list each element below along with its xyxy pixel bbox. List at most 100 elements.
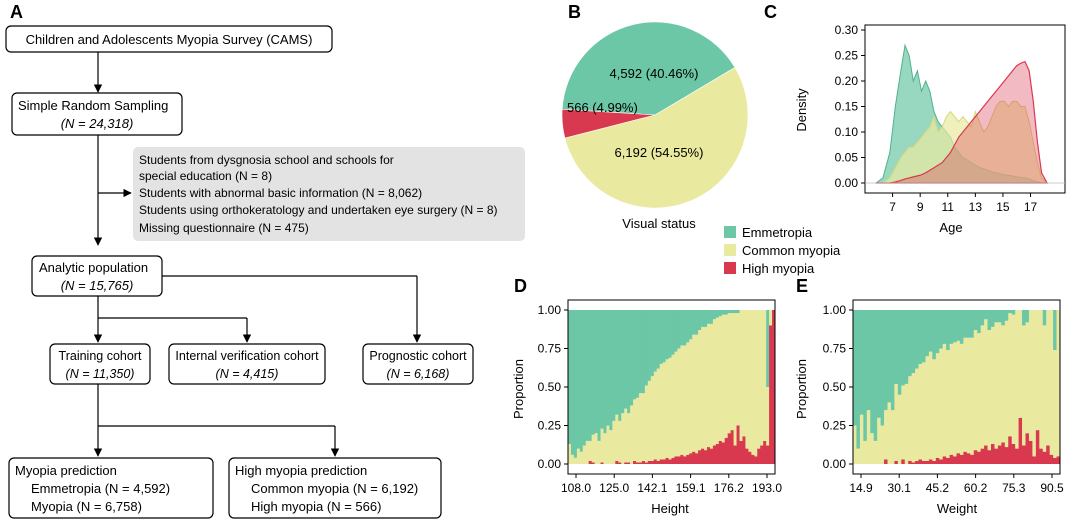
weight-bar-emmetropia: [1053, 310, 1057, 351]
height-bar-common-myopia: [674, 351, 678, 457]
height-bar-high-myopia: [689, 453, 693, 464]
height-bar-emmetropia: [709, 310, 714, 324]
weight-xtick-label: 30.1: [888, 481, 912, 495]
height-bar-emmetropia: [627, 310, 631, 414]
weight-bar-common-myopia: [856, 448, 861, 464]
prognostic-n: (N = 6,168): [387, 367, 450, 381]
weight-bar-emmetropia: [1004, 310, 1009, 321]
density-ytick-label: 0.05: [835, 151, 859, 165]
legend-label-high-myopia: High myopia: [742, 261, 815, 276]
height-bar-common-myopia: [594, 433, 598, 464]
height-bar-high-myopia: [656, 460, 661, 464]
weight-bar-common-myopia: [970, 337, 975, 455]
height-bar-high-myopia: [757, 448, 761, 464]
height-bar-emmetropia: [706, 310, 711, 324]
high-myopia-prediction-title: High myopia prediction: [235, 463, 367, 478]
internal-title: Internal verification cohort: [175, 349, 319, 363]
weight-bar-common-myopia: [946, 350, 950, 458]
height-bar-emmetropia: [636, 310, 640, 398]
exclusion-line-2: special education (N = 8): [139, 169, 272, 183]
height-bar-common-myopia: [683, 345, 687, 457]
height-bar-high-myopia: [718, 440, 723, 464]
exclusion-box: [133, 147, 525, 241]
weight-bar-emmetropia: [863, 310, 868, 441]
weight-bar-common-myopia: [884, 410, 888, 460]
weight-ytick-label: 0.50: [823, 380, 847, 394]
height-ytick-label: 0.25: [538, 419, 562, 433]
density-ylabel: Density: [794, 88, 809, 132]
weight-ytick-label: 1.00: [823, 303, 847, 317]
weight-bar-common-myopia: [973, 330, 978, 451]
height-bar-common-myopia: [745, 310, 749, 449]
height-bar-common-myopia: [647, 380, 652, 461]
weight-bar-high-myopia: [1018, 417, 1023, 464]
height-bar-emmetropia: [721, 310, 726, 315]
weight-bar-high-myopia: [977, 451, 982, 464]
panel-label-d: D: [514, 276, 527, 296]
height-bar-common-myopia: [724, 314, 729, 438]
weight-bar-emmetropia: [901, 310, 906, 386]
weight-bar-high-myopia: [1025, 433, 1030, 464]
height-bar-emmetropia: [692, 310, 696, 335]
survey-box: [5, 25, 333, 53]
weight-bar-common-myopia: [959, 343, 964, 455]
density-chart: 0.000.050.100.150.200.250.30 7 9 11 13 15 17 …: [794, 23, 1066, 235]
height-bar-high-myopia: [683, 456, 687, 464]
height-bar-common-myopia: [718, 316, 723, 441]
density-ytick-label: 0.25: [835, 49, 859, 63]
weight-bar-common-myopia: [1035, 310, 1040, 431]
high-myopia-prediction-line-2: High myopia (N = 566): [251, 499, 381, 514]
weight-bar-emmetropia: [932, 310, 937, 360]
height-bar-emmetropia: [647, 310, 652, 381]
height-bar-high-myopia: [748, 451, 752, 464]
height-bar-high-myopia: [751, 454, 755, 464]
height-bar-high-myopia: [674, 456, 678, 464]
weight-bar-high-myopia: [1053, 457, 1057, 464]
height-bar-common-myopia: [748, 310, 752, 452]
height-bar-high-myopia: [721, 442, 726, 464]
height-bar-common-myopia: [766, 387, 770, 446]
training-n: (N = 11,350): [66, 367, 135, 381]
legend-swatch-emmetropia: [724, 226, 736, 238]
height-bar-high-myopia: [730, 430, 734, 464]
height-bar-emmetropia: [701, 310, 705, 327]
height-bar-high-myopia: [659, 459, 664, 464]
height-bar-high-myopia: [736, 425, 740, 464]
weight-bar-common-myopia: [1056, 310, 1061, 457]
height-bar-common-myopia: [709, 323, 714, 449]
height-bar-emmetropia: [766, 310, 770, 387]
weight-bar-high-myopia: [953, 456, 957, 464]
weight-bar-emmetropia: [890, 310, 895, 411]
weight-bar-emmetropia: [925, 310, 930, 357]
weight-bar-emmetropia: [928, 310, 933, 352]
height-bar-high-myopia: [650, 460, 655, 464]
weight-xtick-label: 14.9: [849, 481, 873, 495]
height-bar-emmetropia: [585, 310, 590, 441]
density-xtick-label: 7: [889, 200, 896, 214]
weight-bar-common-myopia: [928, 351, 933, 460]
pie-xlabel: Visual status: [622, 216, 696, 231]
height-bar-emmetropia: [730, 310, 734, 314]
height-bar-common-myopia: [641, 393, 646, 461]
weight-bar-emmetropia: [959, 310, 964, 344]
height-bar-high-myopia: [769, 325, 773, 464]
weight-bar-high-myopia: [911, 462, 916, 464]
height-bar-high-myopia: [704, 450, 708, 464]
weight-bar-common-myopia: [1049, 310, 1054, 455]
weight-bar-high-myopia: [1022, 445, 1026, 464]
weight-bar-common-myopia: [1015, 310, 1019, 449]
weight-bar-high-myopia: [1008, 436, 1013, 464]
density-ytick-label: 0.20: [835, 74, 859, 88]
height-ytick-label: 0.75: [538, 342, 562, 356]
weight-bar-common-myopia: [908, 376, 913, 461]
legend-label-emmetropia: Emmetropia: [742, 225, 813, 240]
weight-bar-emmetropia: [994, 310, 999, 323]
height-bar-high-myopia: [754, 456, 758, 464]
height-bar-high-myopia: [653, 459, 658, 464]
weight-bar-emmetropia: [949, 310, 954, 344]
height-bar-common-myopia: [706, 323, 711, 448]
height-bar-high-myopia: [665, 457, 669, 464]
panel-label-e: E: [796, 276, 808, 296]
weight-bar-high-myopia: [1046, 445, 1051, 464]
weight-bar-common-myopia: [1011, 314, 1016, 444]
